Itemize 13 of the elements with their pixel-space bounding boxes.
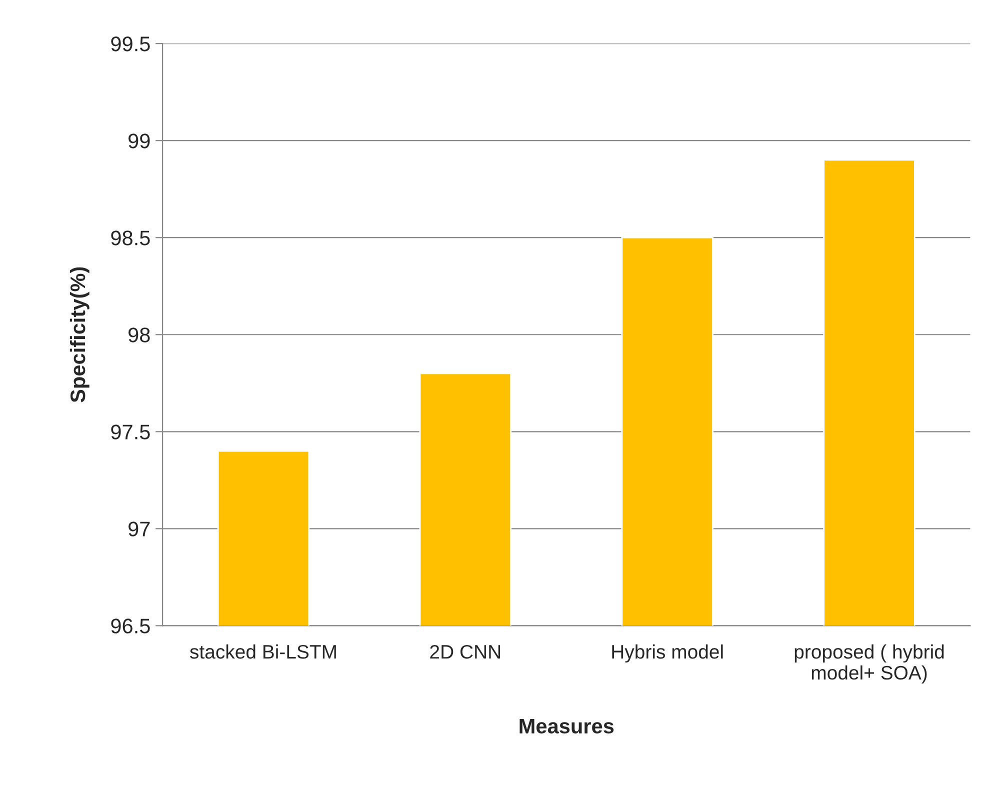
y-tick-label: 98 (128, 328, 150, 342)
x-axis-title: Measures (520, 718, 614, 734)
y-tick-label: 99.5 (111, 36, 150, 52)
x-tick-label: stacked Bi-LSTM (190, 644, 336, 659)
y-tick-label: 97.5 (111, 424, 150, 440)
y-tick-label: 96.5 (111, 618, 150, 634)
x-tick-label: proposed ( hybrid model+ SOA) (794, 644, 944, 684)
y-axis-title: Specificity(%) (70, 267, 90, 402)
y-tick-label: 99 (128, 134, 150, 148)
y-tick-label: 98.5 (111, 230, 150, 246)
x-tick-label: 2D CNN (430, 644, 500, 659)
x-tick-label: Hybris model (612, 644, 723, 663)
y-tick-label: 97 (128, 522, 150, 536)
